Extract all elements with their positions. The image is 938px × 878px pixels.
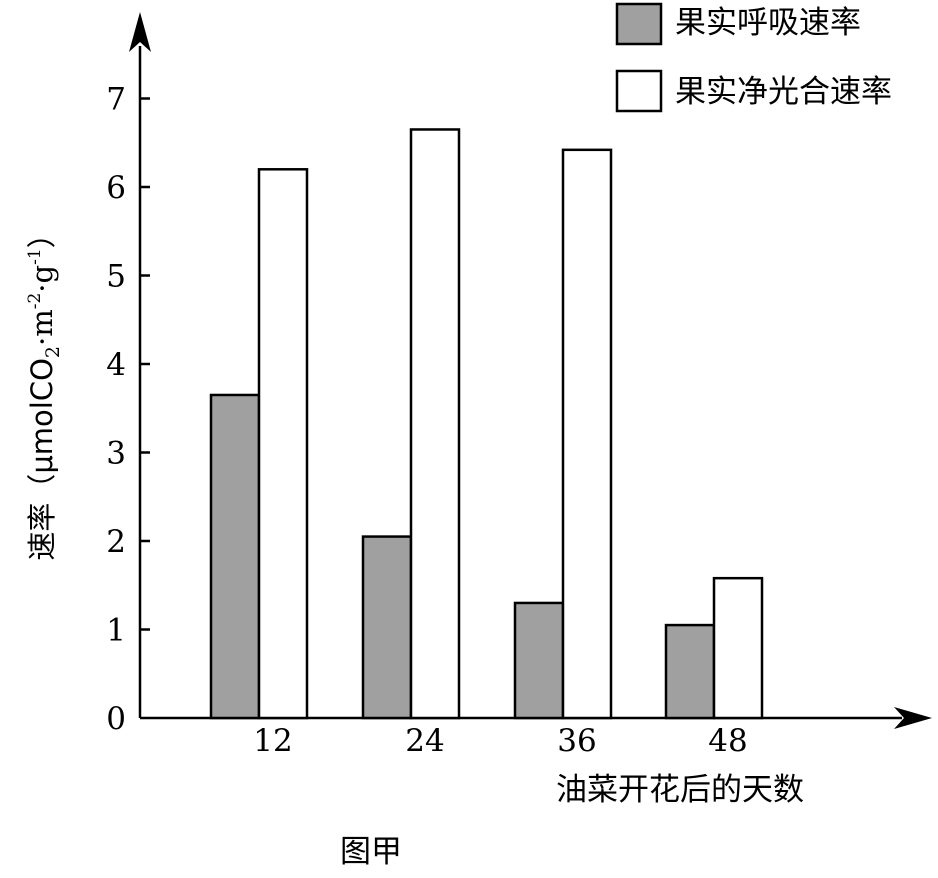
x-tick-label: 48 (708, 723, 747, 759)
y-axis-arrow (129, 12, 151, 52)
bar-respiration (209, 393, 261, 720)
y-tick-label: 1 (106, 613, 126, 649)
legend-label-photosynthesis: 果实净光合速率 (675, 74, 892, 110)
bar-respiration (513, 601, 565, 720)
x-tick-label: 36 (557, 723, 596, 759)
bar-photosynthesis (712, 576, 764, 720)
bar-photosynthesis (561, 148, 613, 720)
x-axis-arrow (894, 707, 932, 729)
bar-photosynthesis (409, 128, 461, 720)
bar-respiration (361, 535, 413, 720)
x-tick-label: 24 (405, 723, 444, 759)
legend-label-respiration: 果实呼吸速率 (675, 5, 861, 41)
bar-respiration (664, 623, 716, 720)
y-axis-label: 速率（μmolCO2·m-2·g-1） (25, 219, 64, 560)
figure-caption: 图甲 (340, 834, 402, 870)
y-tick-label: 7 (106, 82, 126, 118)
legend-swatch-photosynthesis (615, 69, 663, 113)
y-tick-label: 5 (106, 259, 126, 295)
y-tick-label: 3 (106, 436, 126, 472)
legend-swatch-respiration (615, 2, 663, 46)
y-tick-label: 2 (106, 524, 126, 560)
bars (209, 128, 764, 720)
bar-photosynthesis (257, 168, 309, 720)
y-tick-label: 4 (106, 347, 126, 383)
y-tick-label: 6 (106, 170, 126, 206)
legend: 果实呼吸速率 果实净光合速率 (615, 2, 892, 113)
x-tick-label: 12 (253, 723, 292, 759)
x-axis-label: 油菜开花后的天数 (556, 772, 804, 808)
y-tick-label: 0 (106, 701, 126, 737)
